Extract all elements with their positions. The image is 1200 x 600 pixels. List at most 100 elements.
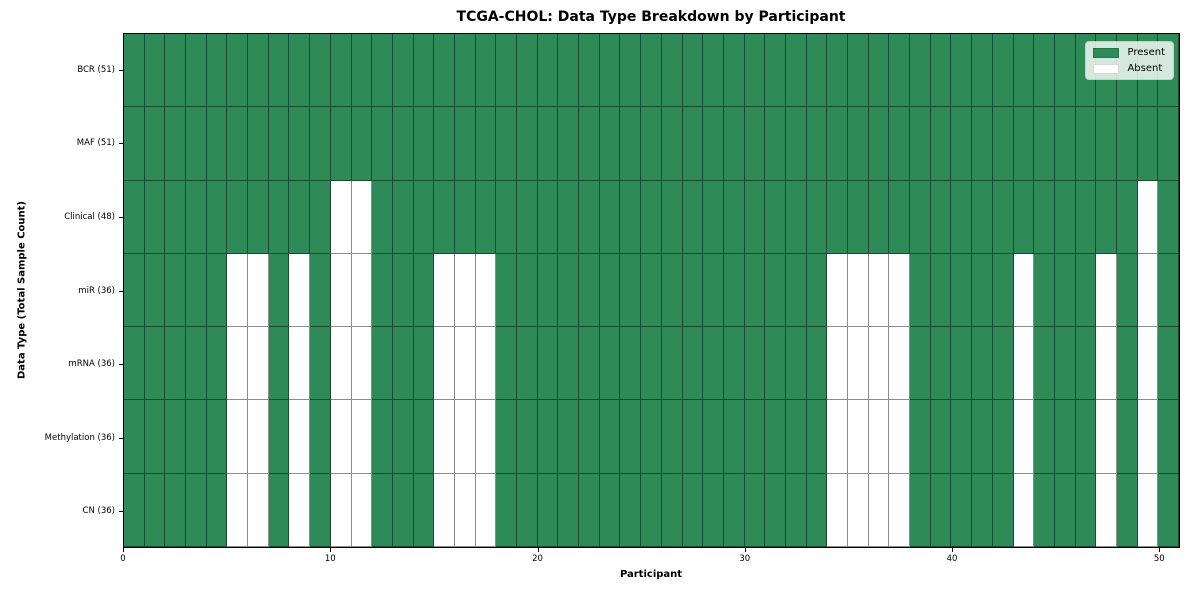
heatmap-cell — [268, 180, 290, 254]
heatmap-cell — [227, 253, 249, 328]
y-tick-label: MAF (51) — [76, 138, 115, 149]
heatmap-cell — [1137, 253, 1159, 328]
heatmap-cell — [186, 473, 207, 547]
heatmap-cell — [579, 253, 600, 328]
heatmap-cell — [289, 180, 311, 254]
heatmap-cell — [765, 107, 786, 181]
heatmap-cell — [827, 253, 849, 328]
heatmap-cell — [703, 400, 724, 474]
legend-entry: Absent — [1093, 63, 1165, 74]
heatmap-cell — [454, 400, 476, 474]
heatmap-cell — [703, 107, 724, 181]
heatmap-cell — [992, 180, 1014, 254]
y-tick-label: Methylation (36) — [44, 432, 115, 443]
heatmap-cell — [186, 253, 207, 328]
heatmap-cell — [1158, 473, 1179, 547]
heatmap-cell — [723, 400, 745, 474]
heatmap-cell — [1137, 327, 1159, 401]
heatmap-cell — [392, 107, 414, 181]
heatmap-cell — [165, 400, 187, 474]
heatmap-cell — [599, 253, 621, 328]
heatmap-cell — [310, 400, 331, 474]
heatmap-cell — [765, 400, 786, 474]
heatmap-cell — [1096, 253, 1117, 328]
heatmap-cell — [372, 253, 393, 328]
heatmap-cell — [972, 34, 993, 108]
heatmap-cell — [392, 473, 414, 547]
heatmap-cell — [310, 253, 331, 328]
heatmap-cell — [806, 107, 828, 181]
heatmap-cell — [910, 473, 931, 547]
heatmap-cell — [868, 400, 890, 474]
heatmap-cell — [413, 473, 435, 547]
heatmap-cell — [124, 400, 145, 474]
heatmap-cell — [661, 180, 683, 254]
heatmap-cell — [744, 473, 766, 547]
heatmap-cell — [1013, 473, 1035, 547]
heatmap-cell — [227, 107, 249, 181]
heatmap-cell — [248, 473, 269, 547]
heatmap-cell — [1034, 253, 1055, 328]
heatmap-cell — [434, 107, 455, 181]
heatmap-cell — [868, 34, 890, 108]
heatmap-cell — [910, 327, 931, 401]
legend-swatch-icon — [1093, 63, 1120, 74]
heatmap-cell — [806, 400, 828, 474]
heatmap-cell — [848, 327, 869, 401]
heatmap-cell — [620, 107, 642, 181]
heatmap-cell — [723, 253, 745, 328]
heatmap-cell — [723, 180, 745, 254]
y-tick-label: CN (36) — [82, 506, 115, 517]
heatmap-cell — [785, 180, 807, 254]
heatmap-cell — [206, 180, 228, 254]
y-tick-mark — [119, 437, 123, 439]
heatmap-cell — [1096, 400, 1117, 474]
y-tick-mark — [119, 290, 123, 292]
heatmap-cell — [641, 253, 662, 328]
heatmap-cell — [537, 34, 559, 108]
heatmap-cell — [351, 473, 373, 547]
heatmap-cell — [351, 107, 373, 181]
heatmap-cell — [1034, 400, 1055, 474]
heatmap-cell — [848, 180, 869, 254]
heatmap-cell — [889, 107, 911, 181]
heatmap-cell — [1075, 180, 1097, 254]
heatmap-cell — [144, 327, 166, 401]
heatmap-cell — [1034, 107, 1055, 181]
heatmap-cell — [1013, 327, 1035, 401]
heatmap-cell — [227, 34, 249, 108]
heatmap-cell — [413, 180, 435, 254]
heatmap-cell — [972, 327, 993, 401]
heatmap-cell — [868, 253, 890, 328]
heatmap-cell — [475, 400, 497, 474]
heatmap-cell — [1034, 180, 1055, 254]
heatmap-cell — [496, 400, 518, 474]
heatmap-cell — [806, 180, 828, 254]
heatmap-cell — [951, 107, 973, 181]
heatmap-cell — [868, 473, 890, 547]
heatmap-cell — [434, 180, 455, 254]
heatmap-cell — [744, 180, 766, 254]
heatmap-cell — [827, 180, 849, 254]
heatmap-cell — [641, 400, 662, 474]
heatmap-cell — [951, 400, 973, 474]
x-tick-label: 0 — [120, 554, 126, 564]
legend-label: Present — [1127, 47, 1165, 58]
heatmap-cell — [372, 473, 393, 547]
heatmap-cell — [827, 107, 849, 181]
heatmap-cell — [413, 327, 435, 401]
heatmap-cell — [227, 400, 249, 474]
heatmap-cell — [144, 400, 166, 474]
heatmap-cell — [434, 253, 455, 328]
heatmap-cell — [330, 253, 352, 328]
heatmap-cell — [579, 400, 600, 474]
heatmap-cell — [517, 473, 538, 547]
heatmap-cell — [599, 107, 621, 181]
heatmap-cell — [661, 34, 683, 108]
heatmap-cell — [351, 253, 373, 328]
y-tick-label: BCR (51) — [77, 64, 115, 75]
x-tick-mark — [123, 548, 124, 552]
heatmap-cell — [454, 107, 476, 181]
heatmap-cell — [620, 327, 642, 401]
heatmap-cell — [703, 34, 724, 108]
